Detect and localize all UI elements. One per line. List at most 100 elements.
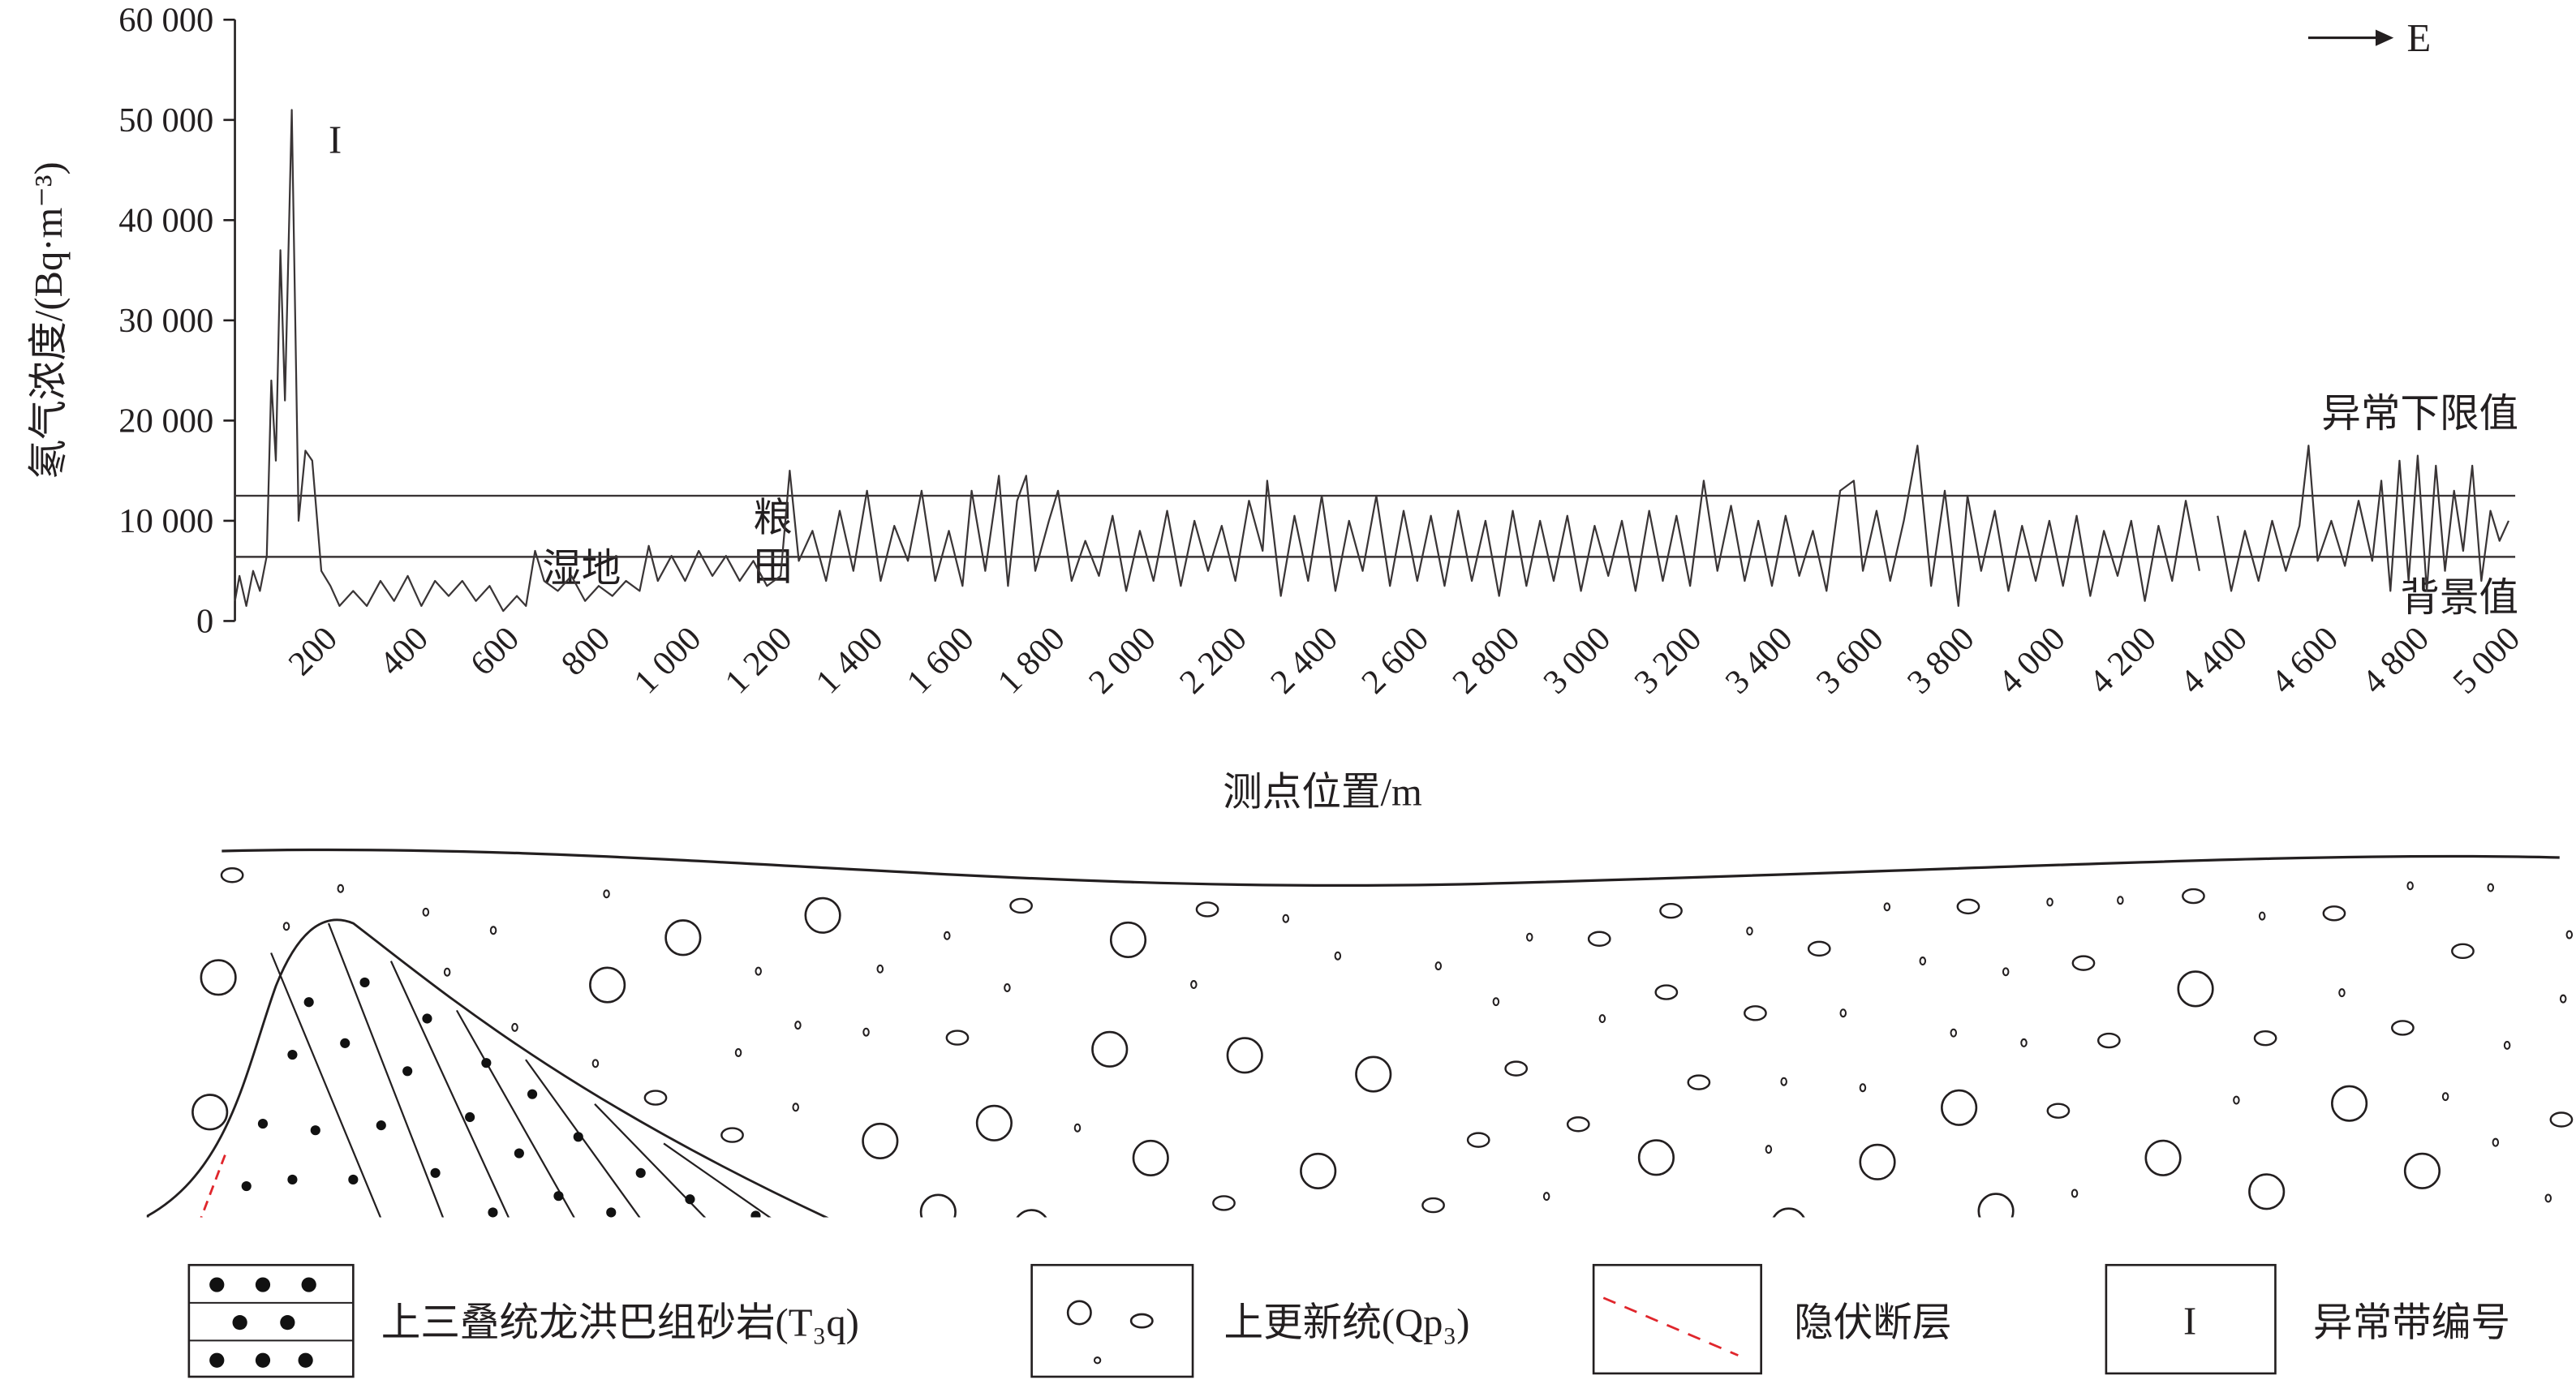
pebble [1919, 957, 1927, 965]
legend-pebble [1129, 1313, 1154, 1329]
pebble [1226, 1037, 1263, 1074]
pebble [1977, 1193, 2015, 1218]
y-axis-label: 氡气浓度/(Bq·m⁻³) [27, 161, 71, 479]
sandstone-stripe [270, 952, 382, 1218]
x-tick-label: 4 400 [2173, 620, 2255, 702]
pebble [2338, 988, 2346, 998]
pebble [876, 964, 884, 974]
x-tick-label: 1 600 [900, 620, 982, 702]
legend-fault [1602, 1296, 1739, 1356]
direction-arrowhead [2375, 29, 2394, 46]
pebble [1807, 940, 1831, 957]
pebble [272, 1215, 287, 1218]
pebble [1839, 1008, 1847, 1018]
sandstone-dot [287, 1049, 298, 1060]
sandstone-dot [488, 1207, 498, 1218]
hidden-fault [200, 1154, 226, 1218]
sandstone-dot [310, 1125, 320, 1136]
y-tick-label: 30 000 [118, 302, 213, 340]
pebble [1355, 1055, 1392, 1093]
pebble [975, 1104, 1013, 1141]
pebble [2331, 1085, 2368, 1122]
sandstone-dot [430, 1167, 441, 1178]
pebble [220, 867, 244, 883]
sandstone-dot [287, 1174, 298, 1185]
pebble [2046, 897, 2053, 907]
x-tick-label: 3 400 [1718, 620, 1800, 702]
pebble [794, 1021, 802, 1030]
legend-label: 上更新统(Qp₃) [1224, 1300, 1470, 1344]
pebble [1687, 1074, 1711, 1090]
sandstone-dot [606, 1207, 617, 1218]
pebble [2487, 883, 2495, 892]
x-tick-label: 5 000 [2445, 620, 2527, 702]
pebble [200, 959, 237, 996]
pebble [2253, 1030, 2277, 1047]
pebble [2451, 943, 2475, 960]
y-tick-label: 20 000 [118, 402, 213, 441]
pebble [2233, 1095, 2240, 1105]
pebble [2403, 1152, 2441, 1189]
pebble [443, 967, 451, 977]
sandstone-dot [481, 1058, 492, 1068]
x-tick-label: 1 800 [991, 620, 1073, 702]
x-tick-label: 2 400 [1263, 620, 1345, 702]
farmland-label: 粮田 [747, 497, 792, 595]
legend-box [2105, 1263, 2277, 1375]
x-tick-label: 400 [372, 620, 436, 683]
threshold-label: 背景值 [2400, 576, 2518, 620]
pebble [2144, 1139, 2182, 1176]
pebble [819, 1227, 824, 1234]
sandstone [146, 918, 829, 1218]
pebble [1772, 1207, 1805, 1218]
x-tick-label: 2 800 [1445, 620, 1527, 702]
pebble [191, 1094, 229, 1131]
pebble [1466, 1132, 1490, 1148]
pebble [1859, 1083, 1867, 1093]
sandstone-dot [241, 1180, 252, 1192]
pebble [1009, 897, 1033, 914]
sandstone-dot [340, 1038, 350, 1048]
pebble [1598, 1014, 1606, 1024]
quaternary-deposits [191, 867, 2574, 1234]
pebble [2559, 994, 2567, 1004]
pebble [1190, 980, 1198, 989]
sandstone-dot [402, 1066, 413, 1077]
y-tick-label: 40 000 [118, 202, 213, 240]
pebble [2503, 1040, 2511, 1050]
pebble [489, 926, 497, 935]
legend: 上三叠统龙洪巴组砂岩(T₃q) 上更新统(Qp₃) 隐伏断层 I 异常带编号 [187, 1263, 2510, 1378]
pebble [1744, 1005, 1767, 1021]
legend-box [1030, 1263, 1194, 1378]
pebble [1956, 898, 1980, 915]
pebble [1659, 902, 1683, 919]
legend-box [187, 1263, 355, 1378]
pebble [734, 1047, 742, 1057]
legend-box [1592, 1263, 1762, 1375]
pebble [2046, 1103, 2071, 1119]
x-tick-label: 3 000 [1536, 620, 1618, 702]
sandstone-stripe [455, 1009, 575, 1218]
sandstone-dot [553, 1191, 564, 1202]
pebble [862, 1122, 899, 1160]
x-tick-label: 2 200 [1172, 620, 1254, 702]
pebble [755, 966, 762, 976]
pebble [603, 889, 610, 899]
pebble [2322, 905, 2346, 922]
pebble [1746, 926, 1753, 936]
x-tick-label: 3 200 [1627, 620, 1709, 702]
x-tick-label: 4 800 [2355, 620, 2436, 702]
pebble [591, 1059, 600, 1068]
pebble [664, 919, 702, 957]
sandstone-pattern [241, 922, 772, 1218]
sandstone-dot [348, 1174, 359, 1185]
legend-label: 异常带编号 [2313, 1300, 2510, 1344]
pebble [1016, 1209, 1047, 1218]
y-tick-label: 0 [196, 603, 213, 641]
pebble [1334, 951, 1342, 961]
pebble [804, 896, 841, 934]
sandstone-stripe [389, 961, 510, 1218]
pebble [643, 1090, 668, 1106]
